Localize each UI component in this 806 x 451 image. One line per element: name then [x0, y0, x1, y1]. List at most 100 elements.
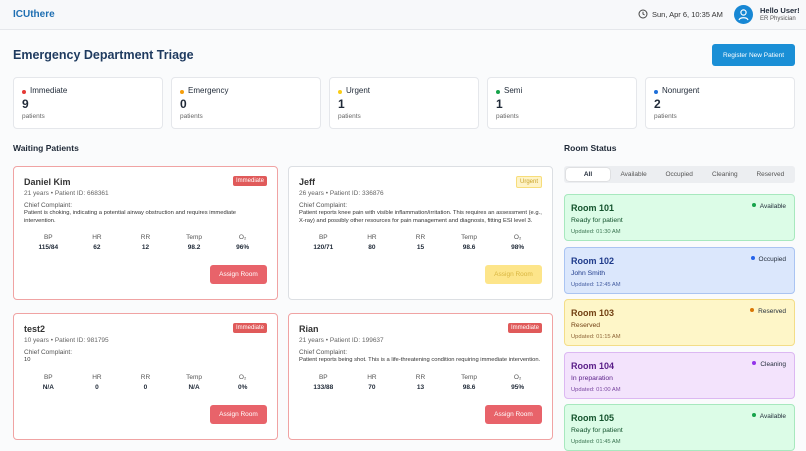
room-card: Room 104 Cleaning In preparation Updated: 0… [564, 351, 795, 399]
filter-tab[interactable]: All [566, 168, 610, 181]
status-dot [751, 413, 756, 417]
room-name: Room 102 [571, 255, 615, 266]
level-name: Emergency [188, 86, 229, 95]
patient-card: Jeff 26 years • Patient ID: 336876 Urgent C… [288, 166, 553, 300]
vital-value: 12 [141, 244, 150, 251]
triage-card: Semi 1 patients [487, 77, 637, 129]
level-count: 0 [180, 97, 187, 111]
room-status: Available [751, 413, 786, 420]
complaint-text: Patient reports being shot. This is a li… [299, 357, 541, 363]
vital-label: HR [367, 373, 377, 381]
filter-tab[interactable]: Occupied [665, 171, 693, 178]
vital-label: Temp [186, 234, 203, 241]
status-text: Available [759, 413, 786, 420]
level-name: Immediate [30, 86, 68, 95]
vital-labels: BP HR RR Temp O₂ [299, 374, 542, 381]
vital-value: 95% [511, 383, 525, 391]
level-dot [180, 90, 184, 94]
room-status: Occupied [750, 255, 786, 263]
vital-label: Temp [186, 373, 203, 381]
room-card: Room 103 Reserved Reserved Updated: 01:15 A… [564, 299, 795, 346]
waiting-heading: Waiting Patients [13, 143, 79, 153]
level-dot [338, 90, 342, 94]
level-unit: patients [496, 113, 519, 120]
status-text: Reserved [758, 308, 786, 315]
status-dot [750, 255, 755, 260]
vital-label: O₂ [238, 373, 247, 381]
assign-button[interactable]: Assign Room [210, 265, 267, 284]
status-dot [751, 203, 756, 207]
level-name: Nonurgent [662, 86, 700, 95]
vital-label: HR [367, 234, 377, 241]
level-dot [496, 90, 500, 94]
patient-card: Daniel Kim 21 years • Patient ID: 668361 I… [13, 166, 278, 300]
complaint-text: Patient reports knee pain with visible i… [299, 210, 542, 224]
room-name: Room 105 [571, 413, 615, 423]
patient-name: Rian [299, 324, 319, 334]
patient-name: test2 [24, 324, 46, 334]
room-updated: Updated: 01:00 AM [571, 386, 621, 393]
triage-card: Immediate 9 patients [13, 77, 163, 129]
room-name: Room 104 [571, 360, 615, 371]
avatar[interactable] [734, 5, 753, 24]
status-dot [752, 360, 757, 365]
vital-values: 115/84 62 12 98.2 96% [24, 244, 267, 251]
register-button[interactable]: Register New Patient [712, 44, 795, 66]
assign-button[interactable]: Assign Room [485, 265, 542, 284]
room-detail: John Smith [571, 269, 606, 277]
level-count: 9 [22, 97, 29, 111]
vital-label: BP [318, 234, 328, 241]
vital-values: 120/71 80 15 98.6 98% [299, 244, 542, 251]
vital-label: BP [318, 373, 328, 381]
vital-value: N/A [42, 383, 54, 391]
level-dot [654, 90, 658, 94]
room-status: Reserved [750, 308, 786, 315]
assign-button[interactable]: Assign Room [485, 405, 542, 424]
level-unit: patients [180, 113, 203, 120]
vital-label: RR [140, 373, 151, 381]
vital-value: 15 [416, 244, 425, 251]
level-unit: patients [654, 113, 677, 120]
vital-value: 0% [237, 383, 248, 391]
assign-button[interactable]: Assign Room [210, 405, 267, 424]
complaint-label: Chief Complaint: [299, 202, 348, 209]
vital-label: Temp [461, 234, 478, 241]
complaint-text: 10 [24, 357, 31, 363]
room-card: Room 105 Available Ready for patient Update… [564, 404, 795, 451]
room-detail: In preparation [571, 374, 613, 382]
filter-tab[interactable]: Cleaning [711, 171, 738, 178]
datetime: Sun, Apr 6, 10:35 AM [652, 10, 723, 19]
vital-labels: BP HR RR Temp O₂ [24, 234, 267, 241]
room-name: Room 101 [571, 203, 615, 213]
vital-value: 96% [236, 244, 250, 251]
vital-label: BP [43, 234, 53, 241]
logo[interactable]: ICUthere [13, 9, 55, 20]
patient-info: 21 years • Patient ID: 668361 [24, 190, 109, 197]
vital-value: 70 [368, 383, 376, 391]
level-badge: Urgent [515, 176, 542, 188]
patient-card: test2 10 years • Patient ID: 981795 Immedi… [13, 313, 278, 440]
triage-card: Emergency 0 patients [171, 77, 321, 129]
room-card: Room 101 Available Ready for patient Update… [564, 194, 795, 241]
clock-icon [638, 9, 648, 19]
room-detail: Ready for patient [571, 217, 623, 224]
vital-label: Temp [461, 373, 478, 381]
room-detail: Ready for patient [571, 427, 623, 434]
level-count: 2 [654, 97, 661, 111]
vital-label: O₂ [238, 234, 247, 241]
level-count: 1 [338, 97, 345, 111]
status-dot [750, 308, 755, 312]
complaint-label: Chief Complaint: [24, 349, 73, 356]
vital-value: 80 [368, 244, 376, 251]
vital-label: O₂ [513, 373, 522, 381]
vital-value: 133/88 [313, 383, 334, 391]
room-updated: Updated: 01:30 AM [571, 229, 621, 235]
patient-info: 10 years • Patient ID: 981795 [24, 337, 109, 344]
vital-value: 0 [95, 383, 99, 391]
vital-labels: BP HR RR Temp O₂ [299, 234, 542, 241]
room-card: Room 102 Occupied John Smith Updated: 12:45… [564, 246, 795, 294]
room-status: Cleaning [752, 360, 786, 368]
filter-tab[interactable]: Reserved [756, 171, 785, 178]
vital-value: 98% [511, 244, 525, 251]
filter-tab[interactable]: Available [620, 171, 647, 178]
